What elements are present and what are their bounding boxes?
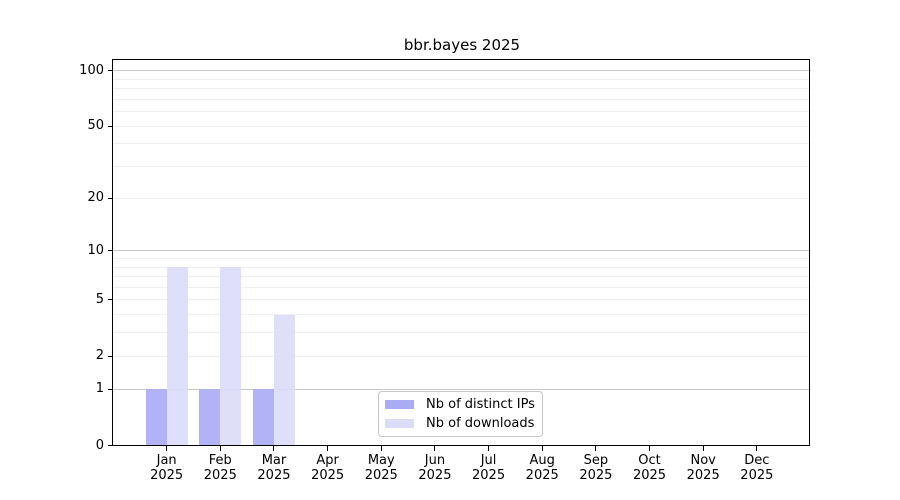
bar-distinct-ips-feb	[199, 389, 221, 446]
x-tick-label-feb: Feb 2025	[203, 452, 237, 483]
x-tick	[595, 445, 597, 451]
y-tick	[108, 70, 113, 72]
y-tick-label: 1	[95, 381, 104, 397]
y-tick	[108, 250, 113, 252]
x-tick-label-sep: Sep 2025	[579, 452, 613, 483]
y-tick	[108, 197, 113, 199]
x-tick-label-oct: Oct 2025	[632, 452, 667, 483]
x-tick-label-jun: Jun 2025	[418, 452, 452, 483]
x-tick	[649, 445, 651, 451]
x-tick-label-mar: Mar 2025	[257, 452, 291, 483]
x-tick	[273, 445, 275, 451]
bar-downloads-feb	[220, 267, 242, 446]
x-tick	[380, 445, 382, 451]
minor-gridline	[113, 98, 811, 100]
x-tick	[756, 445, 758, 451]
minor-gridline	[113, 125, 811, 127]
bar-downloads-mar	[273, 314, 295, 446]
y-tick	[108, 388, 113, 390]
x-tick-label-jul: Jul 2025	[472, 452, 506, 483]
y-tick-label: 2	[95, 348, 104, 364]
x-tick-label-jan: Jan 2025	[150, 452, 184, 483]
major-gridline	[113, 388, 811, 390]
x-tick	[702, 445, 704, 451]
x-tick	[327, 445, 329, 451]
minor-gridline	[113, 286, 811, 288]
minor-gridline	[113, 276, 811, 278]
y-tick	[108, 355, 113, 357]
x-tick	[219, 445, 221, 451]
y-tick-label: 5	[95, 291, 104, 307]
legend-entry-downloads: Nb of downloads	[385, 416, 542, 431]
minor-gridline	[113, 197, 811, 199]
x-tick	[166, 445, 168, 451]
minor-gridline	[113, 299, 811, 301]
minor-gridline	[113, 355, 811, 357]
y-tick	[108, 125, 113, 127]
x-tick	[488, 445, 490, 451]
y-tick-label: 50	[87, 118, 104, 134]
x-tick	[541, 445, 543, 451]
y-tick	[108, 299, 113, 301]
chart-title: bbr.bayes 2025	[403, 36, 521, 54]
legend-entry-distinct-ips: Nb of distinct IPs	[385, 397, 542, 412]
bar-distinct-ips-jan	[145, 389, 167, 446]
minor-gridline	[113, 314, 811, 316]
legend: Nb of distinct IPs Nb of downloads	[378, 391, 543, 437]
x-tick-label-may: May 2025	[364, 452, 398, 483]
minor-gridline	[113, 143, 811, 145]
y-tick-label: 10	[87, 242, 104, 258]
major-gridline	[113, 70, 811, 72]
minor-gridline	[113, 332, 811, 334]
bar-downloads-jan	[166, 267, 188, 446]
x-tick-label-apr: Apr 2025	[311, 452, 345, 483]
y-tick-label: 20	[87, 190, 104, 206]
minor-gridline	[113, 258, 811, 259]
x-tick-label-nov: Nov 2025	[686, 452, 720, 483]
minor-gridline	[113, 266, 811, 268]
minor-gridline	[113, 78, 811, 80]
minor-gridline	[113, 166, 811, 168]
minor-gridline	[113, 88, 811, 90]
minor-gridline	[113, 111, 811, 113]
legend-swatch-downloads	[385, 419, 414, 428]
y-tick	[108, 445, 113, 446]
legend-swatch-distinct-ips	[385, 400, 414, 409]
x-tick	[434, 445, 436, 451]
legend-label-downloads: Nb of downloads	[426, 416, 535, 431]
major-gridline	[113, 250, 811, 252]
x-tick-label-dec: Dec 2025	[740, 452, 774, 483]
legend-label-distinct-ips: Nb of distinct IPs	[426, 397, 535, 412]
y-tick-label: 0	[95, 437, 104, 453]
y-tick-label: 100	[79, 62, 104, 78]
x-tick-label-aug: Aug 2025	[525, 452, 559, 483]
bar-distinct-ips-mar	[252, 389, 274, 446]
